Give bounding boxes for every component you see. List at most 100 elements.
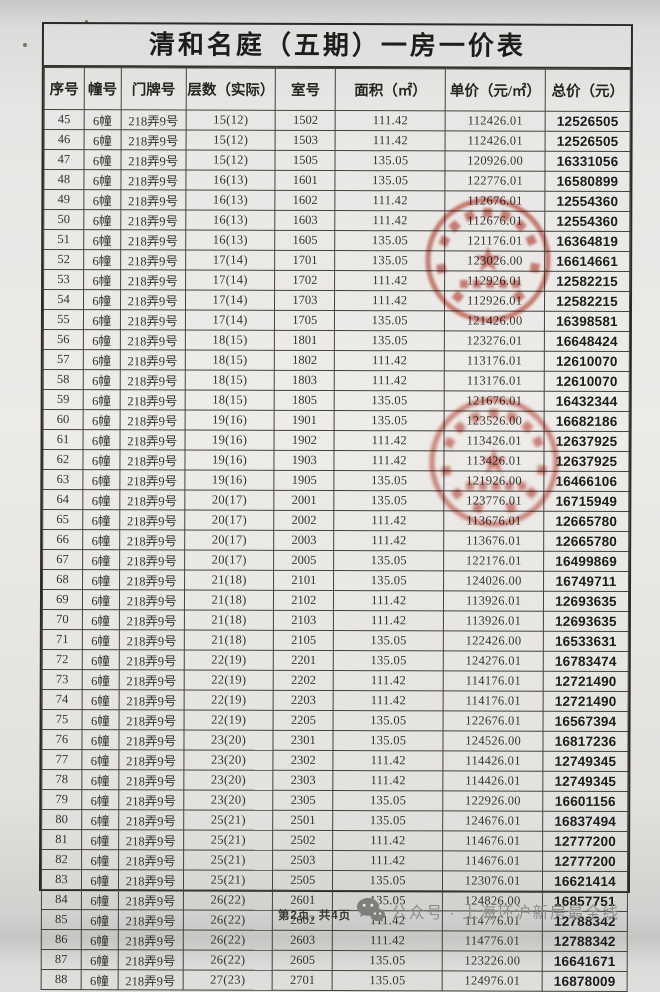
table-cell: 2605 (272, 950, 333, 971)
table-cell: 1702 (275, 270, 335, 291)
table-cell: 114676.01 (442, 830, 543, 852)
table-cell: 2201 (273, 650, 334, 671)
table-cell: 67 (42, 549, 83, 570)
table-cell: 12693635 (543, 591, 629, 612)
table-cell: 58 (43, 369, 84, 390)
table-cell: 74 (42, 689, 83, 710)
table-cell: 23(20) (183, 769, 274, 791)
table-cell: 6幢 (83, 209, 121, 230)
table-cell: 112926.01 (444, 290, 545, 312)
table-cell: 111.42 (335, 130, 446, 151)
column-header: 室号 (275, 68, 336, 111)
table-cell: 218弄9号 (120, 329, 186, 351)
table-row: 82 6幢 218弄9号 25(21) 2503 111.42 114676.01 12777… (41, 849, 628, 872)
table-cell: 6幢 (82, 549, 120, 570)
table-cell: 218弄9号 (119, 369, 186, 391)
table-row: 51 6幢 218弄9号 16(13) 1605 135.05 121176.01 16364… (43, 229, 630, 252)
table-cell: 135.05 (334, 330, 445, 351)
table-cell: 2003 (274, 530, 334, 551)
table-cell: 12665780 (543, 511, 629, 532)
table-cell: 2005 (274, 550, 334, 571)
table-cell: 123226.00 (442, 950, 543, 972)
table-cell: 218弄9号 (120, 349, 186, 371)
table-cell: 17(14) (185, 290, 276, 311)
table-cell: 16580899 (544, 171, 630, 192)
table-cell: 218弄9号 (119, 589, 185, 611)
table-cell: 2603 (272, 930, 333, 951)
table-cell: 111.42 (333, 530, 445, 551)
table-cell: 218弄9号 (120, 209, 186, 231)
table-cell: 218弄9号 (120, 229, 186, 251)
table-cell: 1605 (275, 230, 335, 251)
table-cell: 6幢 (83, 169, 121, 190)
table-cell: 1705 (274, 310, 335, 331)
table-cell: 112426.01 (445, 130, 546, 152)
table-cell: 113176.01 (444, 350, 545, 372)
table-cell: 6幢 (83, 189, 121, 210)
table-cell: 121426.00 (444, 310, 545, 332)
table-cell: 12777200 (542, 851, 628, 872)
table-cell: 218弄9号 (118, 689, 184, 710)
table-cell: 12637925 (543, 451, 630, 472)
table-cell: 18(15) (185, 350, 275, 371)
wechat-account-label: 公众号 · 上海环沪新房最全线 (391, 905, 620, 922)
table-cell: 6幢 (81, 789, 119, 810)
table-cell: 73 (42, 669, 83, 690)
table-cell: 76 (41, 729, 82, 750)
table-cell: 6幢 (81, 729, 119, 750)
table-cell: 26(22) (183, 889, 273, 911)
table-cell: 1503 (275, 130, 336, 151)
table-cell: 62 (42, 449, 83, 470)
table-cell: 16331056 (544, 151, 631, 172)
table-row: 59 6幢 218弄9号 18(15) 1805 135.05 121676.01 16432… (43, 389, 630, 412)
table-cell: 17(14) (185, 250, 276, 271)
table-cell: 61 (43, 429, 83, 450)
table-cell: 6幢 (83, 349, 121, 370)
table-cell: 1801 (274, 330, 335, 351)
table-cell: 218弄9号 (118, 829, 184, 850)
table-cell: 135.05 (333, 570, 444, 591)
table-cell: 6幢 (83, 149, 121, 170)
wechat-icon (357, 898, 386, 922)
table-cell: 6幢 (82, 569, 120, 590)
table-cell: 218弄9号 (120, 169, 186, 191)
paper-speck (85, 20, 88, 23)
table-cell: 6幢 (82, 489, 120, 510)
table-row: 88 6幢 218弄9号 27(23) 2701 135.05 124976.01 16878… (41, 969, 628, 992)
table-row: 69 6幢 218弄9号 21(18) 2102 111.42 113926.01 12693… (42, 589, 629, 612)
table-cell: 20(17) (184, 510, 275, 531)
table-cell: 122176.01 (443, 550, 544, 572)
table-cell: 135.05 (334, 410, 445, 431)
table-cell: 15(12) (185, 110, 276, 131)
table-cell: 218弄9号 (119, 469, 185, 491)
table-cell: 16364819 (544, 231, 630, 252)
table-cell: 18(15) (185, 330, 275, 351)
table-cell: 218弄9号 (120, 109, 186, 131)
table-cell: 111.42 (333, 770, 444, 791)
table-cell: 19(16) (184, 470, 275, 491)
table-cell: 111.42 (334, 270, 445, 291)
table-cell: 6幢 (83, 309, 121, 330)
table-cell: 111.42 (333, 670, 444, 691)
column-header: 面积（㎡） (335, 68, 446, 111)
table-cell: 112426.01 (445, 110, 546, 132)
table-cell: 12526505 (545, 111, 631, 132)
table-row: 56 6幢 218弄9号 18(15) 1801 135.05 123276.01 16648… (43, 329, 630, 352)
table-cell: 16533631 (543, 631, 629, 652)
table-cell: 52 (43, 249, 84, 270)
table-row: 54 6幢 218弄9号 17(14) 1703 111.42 112926.01 12582… (43, 289, 630, 312)
table-cell: 23(20) (183, 729, 274, 751)
table-row: 48 6幢 218弄9号 16(13) 1601 135.05 122776.01 16580… (43, 169, 630, 192)
table-cell: 111.42 (334, 210, 446, 231)
table-cell: 218弄9号 (118, 729, 184, 750)
table-row: 79 6幢 218弄9号 23(20) 2305 135.05 122926.00 16601… (41, 789, 628, 812)
table-row: 67 6幢 218弄9号 20(17) 2005 135.05 122176.01 16499… (42, 549, 629, 572)
table-cell: 16499869 (543, 551, 629, 572)
table-cell: 25(21) (183, 869, 273, 891)
table-cell: 77 (41, 749, 82, 770)
table-cell: 218弄9号 (119, 549, 185, 571)
table-cell: 218弄9号 (120, 149, 186, 171)
table-cell: 46 (44, 129, 84, 150)
price-grid: 序号 幢号 门牌号 层数（实际） 室号 面积（㎡） 单价（元/㎡） 总价（元） 45 6幢 218… (41, 67, 631, 992)
table-cell: 111.42 (332, 930, 443, 951)
